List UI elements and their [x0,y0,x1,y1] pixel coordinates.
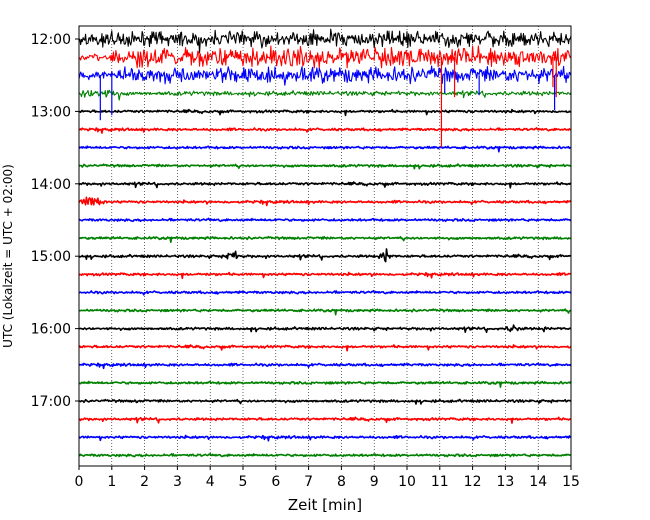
trace-1215 [78,45,572,69]
trace-1315 [78,127,572,134]
y-tick-label: 16:00 [31,322,71,338]
trace-1630 [78,362,572,370]
trace-1245 [78,89,572,101]
x-tick-label: 7 [304,474,313,490]
x-tick-label: 1 [107,474,116,490]
trace-1330 [78,145,572,153]
trace-1445 [78,235,572,244]
x-tick-label: 4 [206,474,215,490]
plot-frame [78,25,572,467]
y-axis-label: UTC (Lokalzeit = UTC + 02:00) [1,164,15,348]
y-axis-ticks: 12:00 13:00 14:00 15:00 16:00 17:00 [31,32,79,410]
x-axis-label: Zeit [min] [288,496,362,514]
trace-1545 [78,308,572,316]
x-tick-label: 11 [431,474,449,490]
y-tick-label: 14:00 [31,177,71,193]
trace-1730 [78,434,572,442]
trace-1715 [78,416,572,424]
trace-1430 [78,217,572,223]
trace-1300 [78,108,572,117]
trace-1700 [78,398,572,405]
x-tick-label: 2 [140,474,149,490]
x-tick-label: 9 [370,474,379,490]
y-tick-label: 17:00 [31,394,71,410]
x-tick-label: 14 [529,474,547,490]
trace-1345 [78,163,572,170]
trace-1745 [78,452,572,458]
y-tick-label: 13:00 [31,104,71,120]
x-tick-label: 3 [173,474,182,490]
y-tick-label: 15:00 [31,249,71,265]
trace-1230 [78,65,572,86]
trace-1415 [78,196,572,207]
trace-1645 [78,380,572,388]
x-tick-label: 5 [239,474,248,490]
vertical-grid [111,26,539,466]
x-tick-label: 0 [75,474,84,490]
x-tick-label: 13 [496,474,514,490]
x-tick-label: 10 [398,474,416,490]
x-tick-label: 15 [562,474,580,490]
trace-1500 [78,248,572,263]
trace-1515 [78,271,572,280]
trace-1200 [78,28,572,54]
trace-1530 [78,289,572,296]
seismic-traces [78,28,572,458]
x-axis-ticks: 0 1 2 3 4 5 6 7 8 9 10 11 12 13 14 15 [75,466,580,490]
trace-1400 [78,181,572,189]
x-tick-label: 12 [464,474,482,490]
trace-1615 [78,344,572,352]
y-tick-label: 12:00 [31,32,71,48]
trace-1600 [78,324,572,334]
x-tick-label: 6 [271,474,280,490]
x-tick-label: 8 [337,474,346,490]
